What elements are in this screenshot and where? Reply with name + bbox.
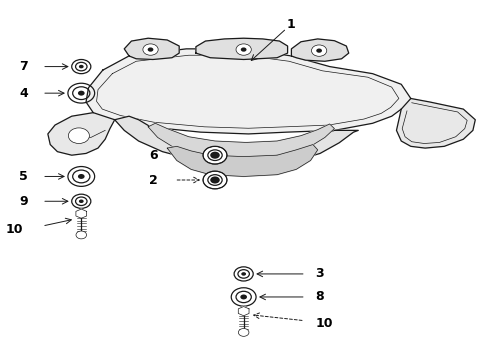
Polygon shape (167, 145, 318, 176)
Text: 8: 8 (315, 291, 324, 303)
Polygon shape (148, 123, 334, 157)
Circle shape (240, 294, 247, 300)
Circle shape (69, 128, 89, 144)
Circle shape (236, 44, 251, 55)
Polygon shape (238, 306, 249, 316)
Polygon shape (196, 38, 288, 59)
Circle shape (203, 146, 227, 164)
Text: 6: 6 (149, 149, 158, 162)
Circle shape (238, 328, 249, 336)
Circle shape (76, 231, 87, 239)
Circle shape (78, 174, 85, 179)
Circle shape (241, 48, 246, 52)
Circle shape (210, 176, 220, 184)
Circle shape (210, 152, 220, 159)
Polygon shape (292, 39, 349, 61)
Text: 3: 3 (315, 267, 324, 280)
Circle shape (147, 48, 153, 52)
Text: 1: 1 (287, 18, 296, 31)
Polygon shape (396, 99, 475, 148)
Text: 9: 9 (19, 195, 28, 208)
Text: 4: 4 (19, 87, 28, 100)
Text: 2: 2 (149, 174, 158, 186)
Polygon shape (124, 38, 179, 59)
Circle shape (143, 44, 158, 55)
Text: 10: 10 (5, 223, 23, 236)
Circle shape (79, 65, 84, 68)
Text: 10: 10 (315, 317, 333, 330)
Circle shape (203, 171, 227, 189)
Text: 7: 7 (19, 60, 28, 73)
Polygon shape (115, 116, 358, 164)
Circle shape (79, 199, 84, 203)
Circle shape (78, 91, 85, 96)
Circle shape (241, 272, 246, 276)
Polygon shape (86, 49, 411, 134)
Circle shape (212, 153, 218, 157)
Polygon shape (76, 209, 87, 218)
Circle shape (316, 49, 322, 53)
Polygon shape (48, 113, 115, 155)
Text: 5: 5 (19, 170, 28, 183)
Circle shape (212, 178, 218, 182)
Circle shape (312, 45, 327, 56)
